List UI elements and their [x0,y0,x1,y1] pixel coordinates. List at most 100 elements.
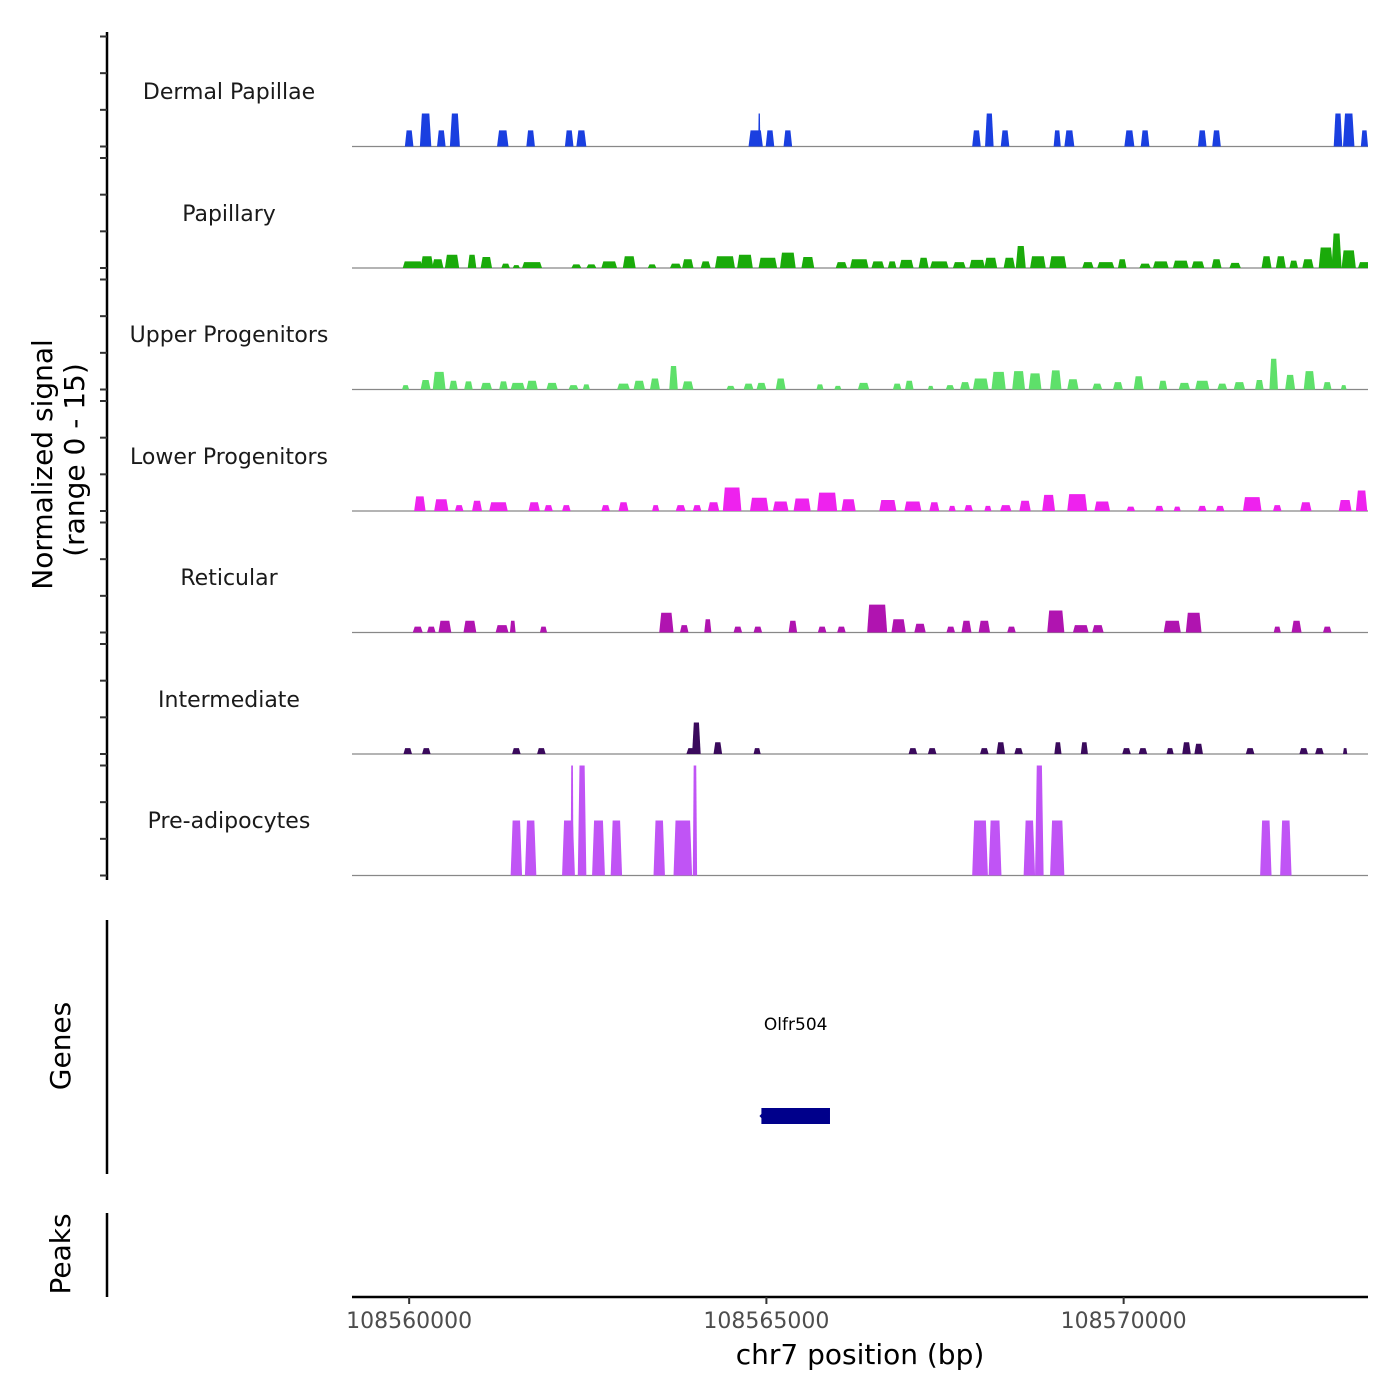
signal-peak [1255,379,1264,390]
signal-peak [1299,748,1308,754]
signal-peak [444,254,460,268]
signal-peak [544,505,553,511]
signal-peak [1302,259,1314,268]
signal-peak [570,765,574,876]
signal-peak [1182,742,1191,754]
signal-peak [402,385,410,390]
signal-peak [758,257,778,268]
signal-peak [510,382,525,390]
signal-peak [948,505,956,511]
signal-peak [1280,820,1292,876]
signal-tracks [352,113,1368,877]
signal-peak [419,113,432,147]
track-reticular [352,604,1368,634]
signal-peak [1067,379,1079,390]
track-papillary [352,233,1368,269]
signal-peak [622,256,636,268]
signal-peak [1322,382,1332,390]
signal-peak [1341,250,1356,268]
signal-peak [793,498,811,511]
signal-peak [929,502,940,511]
signal-peak [1322,626,1332,633]
signal-peak [1035,765,1044,876]
track-upper-progenitors [352,358,1368,391]
signal-peak [1012,371,1026,390]
signal-peak [692,505,702,511]
signal-peak [1342,748,1348,754]
signal-peak [714,256,735,268]
signal-peak [918,257,929,268]
signal-peak [414,496,426,511]
signal-peak [835,262,848,268]
signal-peak [908,748,918,754]
signal-peak [1030,256,1046,268]
signal-peak [927,385,934,390]
signal-peak [737,254,753,268]
y-axis-title-line-1: Normalized signal [26,339,59,590]
signal-peak [526,130,535,147]
signal-peak [964,505,973,511]
signal-peak [726,385,735,390]
signal-peak [1242,497,1262,511]
signal-peak [1261,256,1272,268]
signal-peak [1047,610,1065,633]
signal-peak [647,264,657,268]
signal-peak [1185,612,1202,633]
signal-peak [1097,262,1115,268]
signal-peak [1194,743,1203,754]
x-axis-title: chr7 position (bp) [736,1338,985,1371]
signal-peak [972,378,989,390]
signal-peak [905,380,914,390]
signal-peak [1112,382,1123,390]
signal-peak [1050,820,1065,876]
signal-peak [576,130,587,147]
x-tick-label: 108570000 [1061,1309,1187,1334]
signal-peak [692,765,698,876]
signal-peak [510,820,523,876]
signal-peak [1245,748,1255,754]
signal-peak [659,612,674,633]
signal-peak [495,625,509,633]
signal-peak [984,257,998,268]
peaks-track-label: Peaks [44,1213,77,1294]
signal-peak [1300,502,1312,511]
signal-peak [1197,505,1207,511]
signal-peak [1139,263,1151,268]
signal-peak [713,742,723,754]
signal-peak [1173,506,1181,511]
signal-peak [1072,625,1089,633]
track-label-pre-adipocytes: Pre-adipocytes [148,809,311,834]
gene-strand-arrow [759,1112,764,1120]
signal-peak [1050,370,1062,390]
signal-peak [1092,625,1104,633]
signal-peak [930,261,949,268]
signal-peak [765,130,775,147]
signal-peak [653,820,665,876]
signal-peak [472,500,483,511]
signal-peak [988,820,1002,876]
gene-body [761,1108,830,1124]
signal-peak [927,748,937,754]
signal-peak [1092,383,1103,390]
signal-peak [501,263,510,268]
signal-peak [1000,505,1012,511]
signal-peak [1028,373,1042,390]
signal-peak [1289,260,1298,268]
signal-peak [1003,257,1016,268]
signal-peak [564,130,574,147]
signal-peak [707,502,720,511]
signal-peak [467,254,477,268]
signal-peak [704,619,712,633]
signal-peak [449,380,458,390]
signal-peak [758,113,761,147]
signal-peak [427,626,436,633]
signal-peak [960,382,971,390]
signal-peak [991,371,1006,390]
signal-peak [972,130,981,147]
signal-peak [1275,256,1286,268]
signal-peak [512,265,520,268]
signal-peak [753,748,761,754]
signal-peak [601,505,610,511]
signal-peak [562,505,571,511]
signal-peak [984,505,992,511]
